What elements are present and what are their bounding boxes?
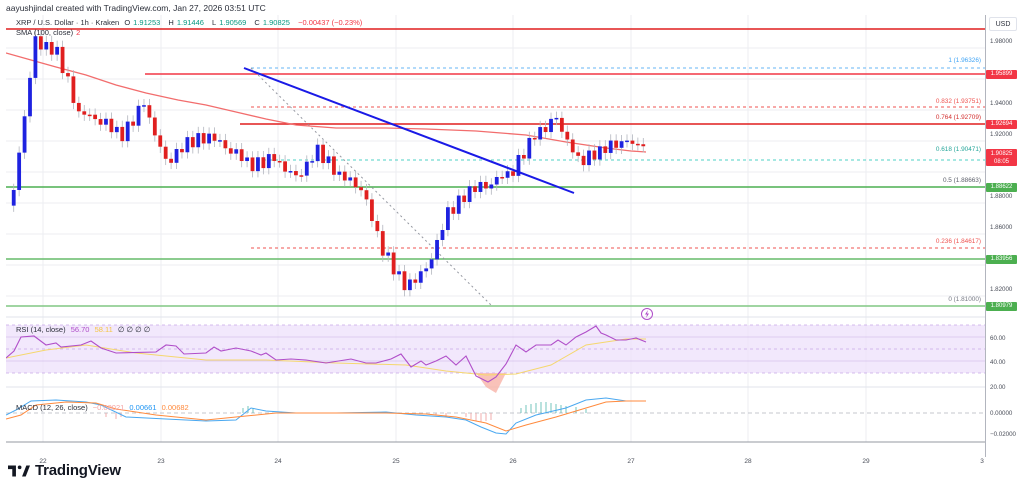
price-axis[interactable] (985, 15, 1018, 457)
price-tag-support-3: 1.80979 (986, 302, 1017, 311)
price-tick: 1.86000 (990, 224, 1013, 231)
price-tick: 1.94000 (990, 100, 1013, 107)
fib-label-0618: 0.618 (1.90471) (935, 146, 981, 153)
macd-tick: 0.00000 (990, 410, 1013, 417)
symbol-label[interactable]: XRP / U.S. Dollar · 1h · Kraken (16, 18, 120, 27)
x-tick: 26 (509, 458, 517, 465)
current-price-tag: 1.90825 08:05 (986, 149, 1017, 166)
open-value: O 1.91253 (124, 18, 161, 27)
x-tick: 29 (862, 458, 870, 465)
rsi-tick: 20.00 (990, 384, 1006, 391)
fib-label-0832: 0.832 (1.93751) (935, 98, 981, 105)
fib-label-0: 0 (1.81000) (948, 296, 981, 303)
price-tag-support-1: 1.88622 (986, 183, 1017, 192)
chart-canvas[interactable] (6, 15, 985, 457)
high-value: H 1.91446 (168, 18, 204, 27)
chart-area[interactable]: XRP / U.S. Dollar · 1h · Kraken O 1.91253… (6, 15, 985, 465)
price-legend: XRP / U.S. Dollar · 1h · Kraken O 1.91253… (16, 18, 365, 27)
price-tag-support-2: 1.83956 (986, 255, 1017, 264)
x-tick: 25 (392, 458, 400, 465)
rsi-tick: 60.00 (990, 335, 1006, 342)
fib-label-0236: 0.236 (1.84617) (935, 238, 981, 245)
price-tag-resistance-1: 1.95899 (986, 70, 1017, 79)
close-value: C 1.90825 (254, 18, 290, 27)
brand-name: TradingView (35, 462, 121, 479)
fib-label-1: 1 (1.96326) (948, 57, 981, 64)
x-tick: 23 (157, 458, 165, 465)
x-tick: 27 (627, 458, 635, 465)
currency-label[interactable]: USD (989, 17, 1017, 31)
chart-credit: aayushjindal created with TradingView.co… (6, 3, 266, 13)
x-tick: 28 (744, 458, 752, 465)
low-value: L 1.90569 (212, 18, 247, 27)
x-tick: 3 (980, 458, 984, 465)
price-tick: 1.98000 (990, 38, 1013, 45)
rsi-tick: 40.00 (990, 359, 1006, 366)
price-tick: 1.88000 (990, 193, 1013, 200)
macd-legend[interactable]: MACD (12, 26, close) −0.00021 0.00661 0.… (16, 403, 189, 412)
rsi-legend[interactable]: RSI (14, close) 56.70 58.11 ∅ ∅ ∅ ∅ (16, 325, 151, 334)
candlesticks (11, 29, 646, 297)
fib-label-05: 0.5 (1.88663) (942, 177, 981, 184)
macd-tick: −0.02000 (990, 431, 1016, 438)
fib-label-0764: 0.764 (1.92709) (935, 114, 981, 121)
price-tick: 1.82000 (990, 286, 1013, 293)
price-tick: 1.92000 (990, 131, 1013, 138)
sma-legend[interactable]: SMA (100, close) 2 (16, 28, 81, 37)
tradingview-logo-icon (8, 465, 30, 476)
x-tick: 24 (274, 458, 282, 465)
price-tag-resistance-2: 1.92694 (986, 120, 1017, 129)
change-value: −0.00437 (−0.23%) (298, 18, 363, 27)
lightning-icon[interactable] (640, 307, 654, 321)
tradingview-brand[interactable]: TradingView (8, 462, 121, 479)
x-tick: 22 (39, 458, 47, 465)
